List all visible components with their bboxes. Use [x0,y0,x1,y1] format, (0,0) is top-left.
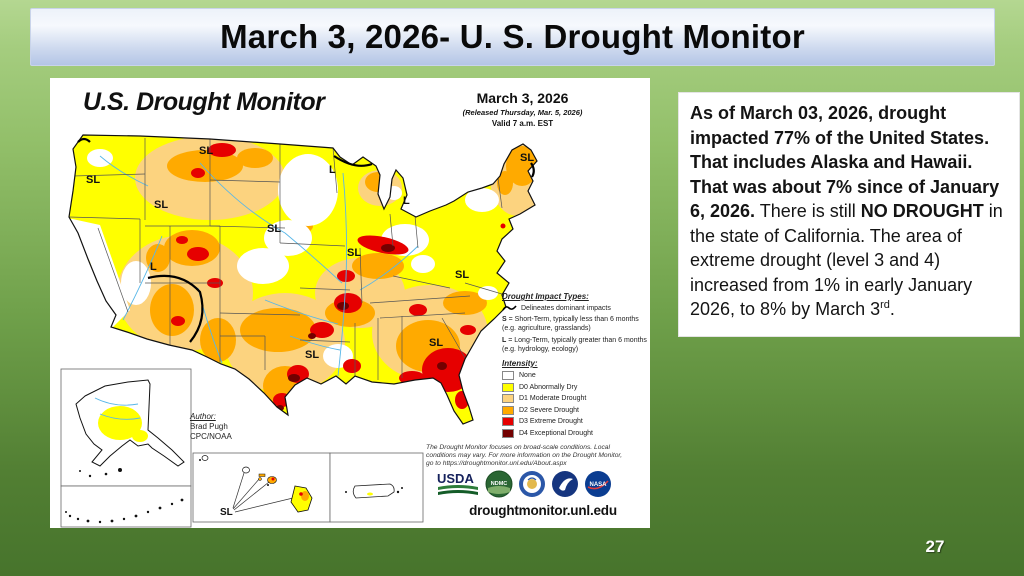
d0-swatch [502,382,514,392]
legend-item-none: None [502,371,648,380]
impact-types-header: Drought Impact Types: [502,292,589,301]
d4-swatch [502,428,514,438]
impact-label: L [403,195,410,207]
map-date: March 3, 2026 [476,90,569,106]
impact-labels: SL SL SL SL L L L SL SL SL SL SL [86,145,534,361]
impact-label: SL [267,223,281,235]
author-org: CPC/NOAA [190,432,232,441]
map-released: (Released Thursday, Mar. 5, 2026) [462,108,583,117]
impact-label: SL [455,269,469,281]
agency-logos: USDA NDMC NASA [436,470,612,498]
drought-monitor-url: droughtmonitor.unl.edu [469,503,617,518]
impact-label: SL [154,199,168,211]
impact-label: SL [429,337,443,349]
impact-label: SL [86,174,100,186]
noaa-logo [552,471,578,497]
us-drought-map: SL SL SL SL L L L SL SL SL SL SL [60,134,538,528]
legend-item-d2: D2 Severe Drought [502,405,648,415]
intensity-header: Intensity: [502,359,538,368]
author-name: Brad Pugh [190,422,228,431]
state-boundaries [69,138,503,380]
impact-delineation-lines [77,137,535,343]
hawaii-inset: SL [192,452,331,523]
impact-label: SL [347,247,361,259]
map-title: U.S. Drought Monitor [83,88,325,116]
svg-text:USDA: USDA [437,471,474,486]
impact-label: SL [199,145,213,157]
svg-text:NASA: NASA [589,482,607,488]
legend-item-d3: D3 Extreme Drought [502,417,648,426]
map-valid: Valid 7 a.m. EST [491,119,554,128]
legend-item-d1: D1 Moderate Drought [502,394,648,403]
map-date-block: March 3, 2026 (Released Thursday, Mar. 5… [430,90,615,128]
conus-outline [68,134,538,425]
d1-swatch [502,394,514,403]
none-swatch [502,371,514,380]
author-block: Author: Brad Pugh CPC/NOAA [190,412,232,442]
map-legend: Drought Impact Types: Delineates dominan… [502,292,648,440]
impact-label: SL [305,349,319,361]
summary-period: . [889,299,895,319]
nasa-logo: NASA [585,471,611,497]
d3-swatch [502,417,514,426]
svg-text:NDMC: NDMC [491,481,508,487]
alaska-inset [60,368,192,487]
slide-title-bar: March 3, 2026- U. S. Drought Monitor [30,8,995,66]
d2-swatch [502,405,514,415]
commerce-seal-logo [519,471,545,497]
puerto-rico-inset [329,452,424,523]
summary-bold-intro: As of March 03, 2026, drought impacted 7… [690,103,1000,221]
delineates-label: Delineates dominant impacts [521,304,611,312]
usda-logo: USDA [437,471,478,495]
slide-title: March 3, 2026- U. S. Drought Monitor [220,18,805,55]
short-term-definition: S = Short-Term, typically less than 6 mo… [502,316,639,332]
impact-label: L [329,164,336,176]
page-number: 27 [925,537,945,556]
author-label: Author: [190,412,216,421]
legend-item-d4: D4 Exceptional Drought [502,428,648,438]
summary-regular-2: in the state of California. The area of … [690,201,1003,319]
impact-label: L [150,261,157,273]
ordinal-suffix: rd [880,299,890,311]
impact-label-hawaii: SL [220,507,233,518]
impact-label: SL [520,152,534,164]
ndmc-logo: NDMC [485,470,513,498]
delineation-squiggle-icon [502,305,517,311]
legend-item-d0: D0 Abnormally Dry [502,382,648,392]
summary-no-drought: NO DROUGHT [860,201,984,221]
long-term-definition: L = Long-Term, typically greater than 6 … [502,337,647,353]
summary-regular-1: There is still [755,201,861,221]
aleutians-inset [60,485,192,528]
drought-monitor-panel: SL SL SL SL L L L SL SL SL SL SL [50,78,650,528]
map-disclaimer: The Drought Monitor focuses on broad-sca… [426,444,623,467]
summary-text-box: As of March 03, 2026, drought impacted 7… [678,92,1020,337]
